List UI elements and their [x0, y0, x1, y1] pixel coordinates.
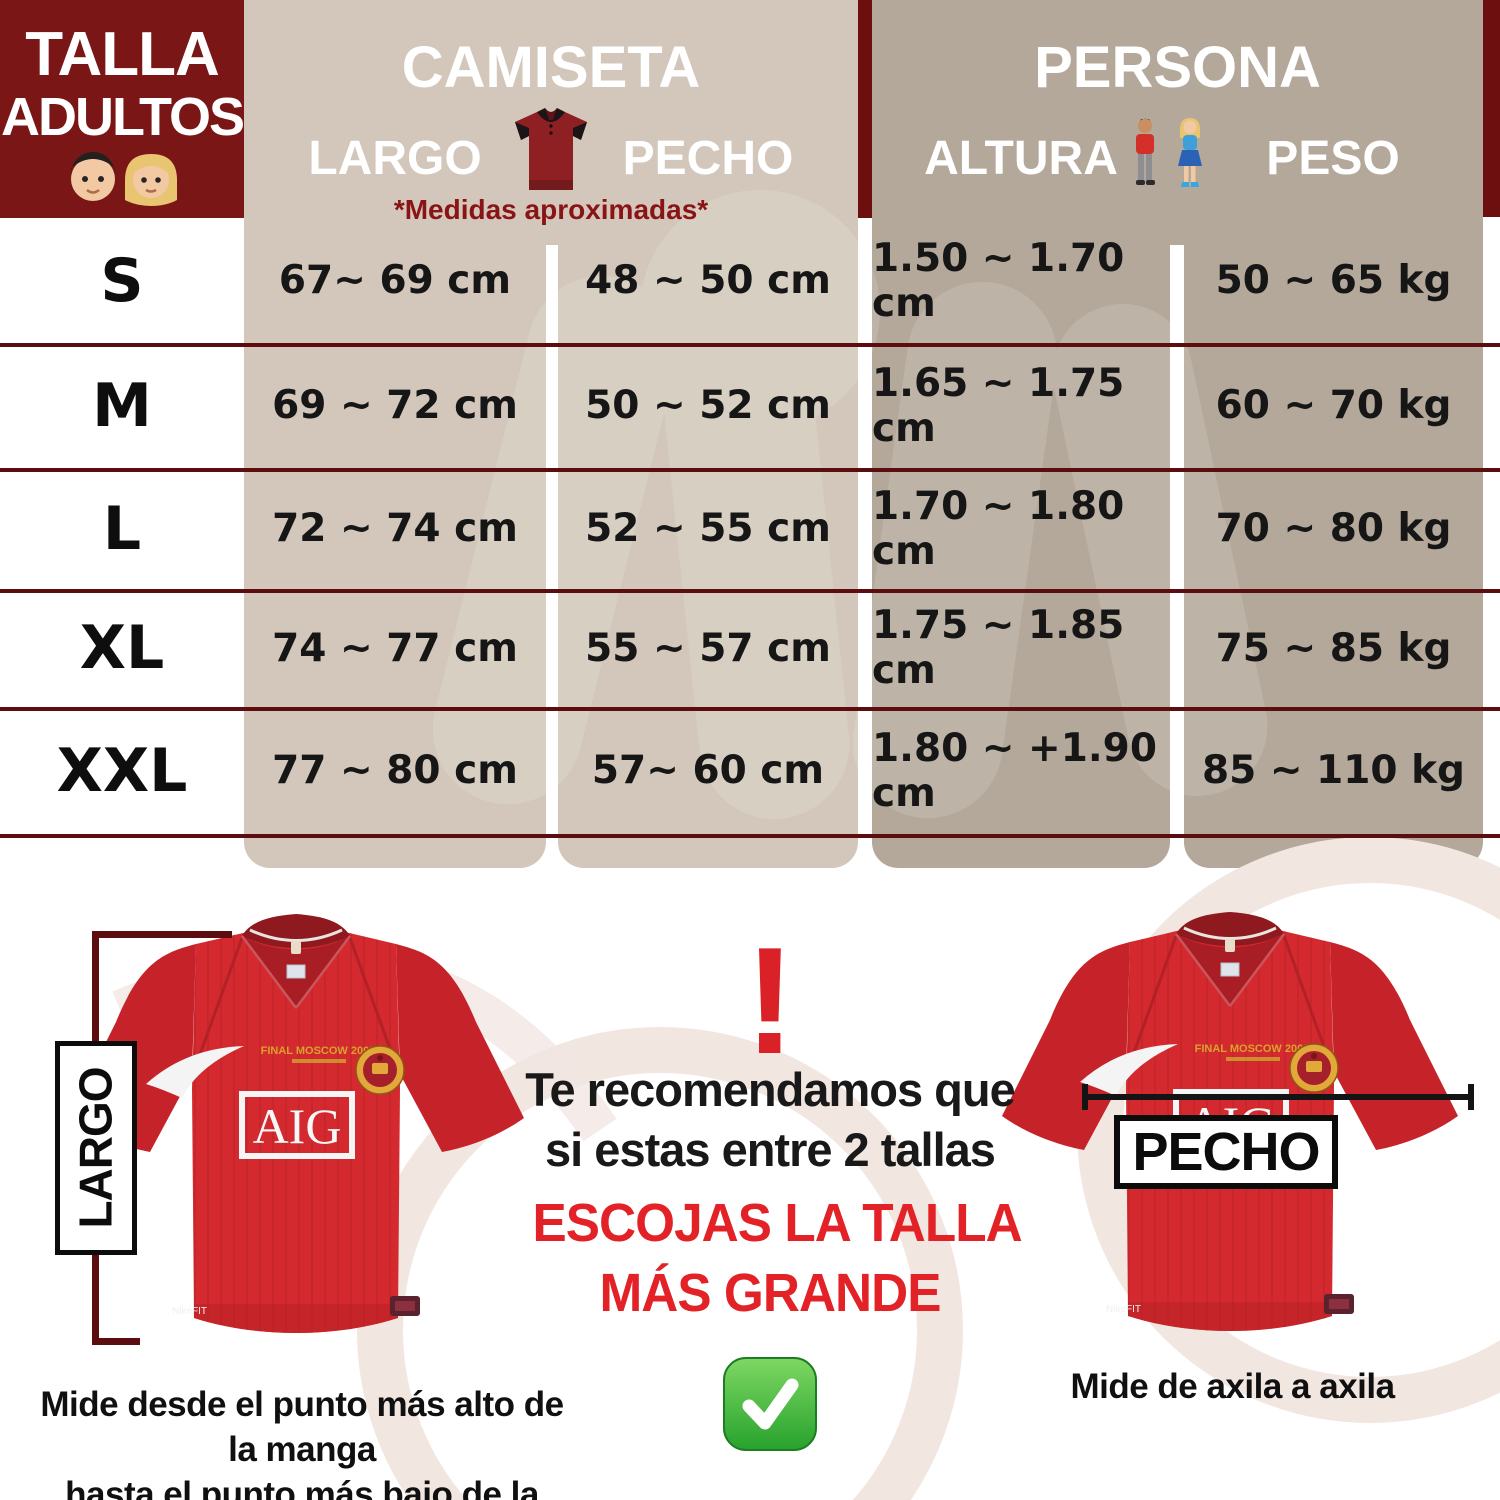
approx-measures-note: *Medidas aproximadas* — [393, 194, 709, 225]
largo-bracket-line — [92, 1338, 140, 1345]
pecho-column-background — [558, 245, 858, 868]
pecho-line-cap — [1468, 1084, 1474, 1110]
talla-title-line2: ADULTOS — [1, 87, 245, 147]
pecho-tag-text: PECHO — [1132, 1122, 1320, 1182]
largo-caption-line2: hasta el punto más bajo de la camiseta — [65, 1475, 539, 1500]
table-cell-pecho: 52 ~ 55 cm — [585, 506, 831, 551]
table-cell-largo: 74 ~ 77 cm — [272, 625, 518, 671]
camiseta-title: CAMISETA — [401, 35, 701, 100]
table-cell-largo: 77 ~ 80 cm — [272, 748, 518, 793]
largo-caption: Mide desde el punto más alto de la manga… — [24, 1382, 580, 1500]
pecho-caption: Mide de axila a axila — [1070, 1367, 1395, 1406]
row-divider — [0, 589, 1500, 593]
advice-line1: Te recomendamos que — [525, 1063, 1015, 1116]
talla-adultos-box: TALLA ADULTOS — [0, 0, 245, 218]
table-cell-altura: 1.80 ~ +1.90 cm — [872, 725, 1157, 816]
man-woman-standing-icon — [1136, 118, 1202, 187]
largo-column-background — [244, 245, 546, 868]
table-cell-altura: 1.70 ~ 1.80 cm — [872, 483, 1125, 574]
pecho-column-header: PECHO — [622, 132, 794, 185]
largo-measure-tag: LARGO — [55, 1041, 137, 1255]
polo-shirt-icon — [515, 108, 587, 190]
row-divider — [0, 707, 1500, 711]
largo-column-header: LARGO — [308, 132, 482, 185]
table-cell-largo: 72 ~ 74 cm — [272, 506, 518, 551]
exclamation-icon: ! — [744, 916, 796, 1086]
table-cell-altura: 1.65 ~ 1.75 cm — [872, 360, 1125, 451]
peso-column-header: PESO — [1266, 132, 1400, 185]
table-cell-peso: 75 ~ 85 kg — [1215, 625, 1452, 671]
table-cell-altura: 1.50 ~ 1.70 cm — [872, 235, 1125, 326]
largo-bracket-line — [92, 931, 232, 938]
altura-column-background — [872, 245, 1170, 868]
pecho-measure-line — [1082, 1094, 1474, 1100]
size-label: XXL — [56, 735, 188, 806]
size-label: S — [100, 245, 144, 316]
check-mark-icon — [723, 1357, 817, 1451]
table-cell-pecho: 55 ~ 57 cm — [585, 625, 831, 671]
largo-bracket-line — [92, 931, 99, 1043]
persona-title: PERSONA — [1034, 35, 1321, 100]
table-cell-pecho: 48 ~ 50 cm — [585, 258, 831, 303]
table-cell-largo: 69 ~ 72 cm — [272, 383, 518, 428]
advice-line2: si estas entre 2 tallas — [545, 1123, 996, 1176]
table-cell-largo: 67~ 69 cm — [278, 258, 512, 303]
advice-strong-line2: MÁS GRANDE — [599, 1263, 941, 1323]
row-divider — [0, 468, 1500, 472]
persona-column-group — [872, 0, 1483, 245]
largo-bracket-line — [92, 1253, 99, 1345]
divider-strip — [858, 0, 872, 218]
row-divider — [0, 834, 1500, 838]
size-label: L — [102, 493, 142, 564]
table-cell-peso: 50 ~ 65 kg — [1215, 258, 1452, 303]
table-cell-peso: 70 ~ 80 kg — [1215, 506, 1452, 551]
largo-tag-text: LARGO — [70, 1067, 123, 1229]
table-cell-pecho: 50 ~ 52 cm — [585, 383, 831, 428]
table-cell-pecho: 57~ 60 cm — [591, 748, 825, 793]
table-cell-altura: 1.75 ~ 1.85 cm — [872, 603, 1125, 693]
pecho-line-cap — [1082, 1084, 1088, 1110]
row-divider — [0, 343, 1500, 347]
pecho-measure-tag: PECHO — [1114, 1115, 1338, 1189]
peso-column-background — [1184, 245, 1483, 868]
largo-caption-line1: Mide desde el punto más alto de la manga — [40, 1385, 564, 1469]
altura-column-header: ALTURA — [924, 132, 1118, 185]
table-cell-peso: 85 ~ 110 kg — [1202, 748, 1465, 793]
divider-strip — [1483, 0, 1500, 217]
man-woman-faces-icon — [71, 152, 177, 206]
advice-strong-line1: ESCOJAS LA TALLA — [532, 1193, 1023, 1253]
talla-title-line1: TALLA — [25, 20, 220, 89]
size-label: M — [92, 370, 152, 441]
table-cell-peso: 60 ~ 70 kg — [1215, 383, 1452, 428]
size-label: XL — [79, 613, 165, 683]
